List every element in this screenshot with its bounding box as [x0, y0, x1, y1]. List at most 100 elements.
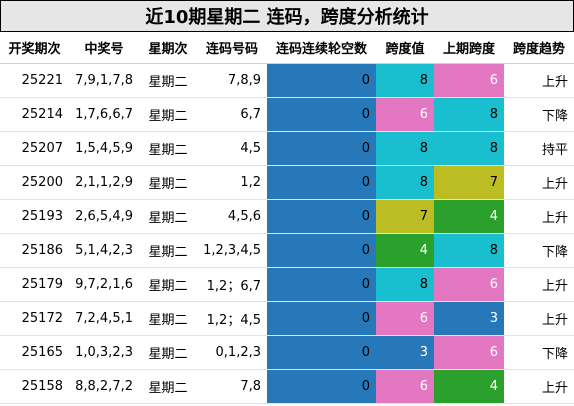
table-row: 25200 2,1,1,2,9 星期二 1,2 0 8 7 上升: [0, 165, 574, 200]
cell-gap: 0: [267, 369, 376, 404]
header-row: 开奖期次 中奖号 星期次 连码号码 连码连续轮空数 跨度值 上期跨度 跨度趋势: [0, 32, 574, 64]
cell-span: 3: [376, 335, 434, 370]
cell-numbers: 1,7,6,6,7: [69, 97, 139, 132]
cell-gap: 0: [267, 301, 376, 336]
cell-trend: 持平: [504, 131, 574, 166]
cell-span: 8: [376, 165, 434, 200]
cell-prev-span: 8: [434, 233, 504, 268]
table-row: 25214 1,7,6,6,7 星期二 6,7 0 6 8 下降: [0, 97, 574, 132]
cell-trend: 上升: [504, 165, 574, 200]
cell-span: 6: [376, 369, 434, 404]
cell-consec: 1,2: [197, 165, 267, 200]
cell-gap: 0: [267, 335, 376, 370]
cell-numbers: 7,9,1,7,8: [69, 63, 139, 98]
table-row: 25221 7,9,1,7,8 星期二 7,8,9 0 8 6 上升: [0, 63, 574, 98]
cell-prev-span: 4: [434, 199, 504, 234]
cell-numbers: 1,0,3,2,3: [69, 335, 139, 370]
cell-trend: 上升: [504, 267, 574, 302]
cell-trend: 上升: [504, 63, 574, 98]
cell-trend: 上升: [504, 369, 574, 404]
cell-trend: 上升: [504, 199, 574, 234]
cell-issue: 25200: [0, 165, 69, 200]
cell-prev-span: 6: [434, 267, 504, 302]
cell-gap: 0: [267, 63, 376, 98]
col-header-gap: 连码连续轮空数: [267, 32, 376, 64]
cell-weekday: 星期二: [139, 165, 197, 200]
table-row: 25172 7,2,4,5,1 星期二 1,2；4,5 0 6 3 上升: [0, 301, 574, 336]
table-row: 25165 1,0,3,2,3 星期二 0,1,2,3 0 3 6 下降: [0, 335, 574, 370]
cell-span: 8: [376, 131, 434, 166]
table-row: 25193 2,6,5,4,9 星期二 4,5,6 0 7 4 上升: [0, 199, 574, 234]
cell-prev-span: 6: [434, 335, 504, 370]
cell-numbers: 2,1,1,2,9: [69, 165, 139, 200]
table-row: 25158 8,8,2,7,2 星期二 7,8 0 6 4 上升: [0, 369, 574, 404]
cell-span: 7: [376, 199, 434, 234]
cell-weekday: 星期二: [139, 301, 197, 336]
col-header-issue: 开奖期次: [0, 32, 69, 64]
sheet-title: 近10期星期二 连码，跨度分析统计: [0, 0, 574, 32]
cell-consec: 1,2；6,7: [197, 267, 267, 302]
cell-consec: 6,7: [197, 97, 267, 132]
col-header-trend: 跨度趋势: [504, 32, 574, 64]
cell-issue: 25179: [0, 267, 69, 302]
cell-span: 8: [376, 63, 434, 98]
cell-numbers: 8,8,2,7,2: [69, 369, 139, 404]
cell-consec: 7,8,9: [197, 63, 267, 98]
cell-span: 4: [376, 233, 434, 268]
cell-prev-span: 8: [434, 131, 504, 166]
cell-span: 6: [376, 301, 434, 336]
cell-consec: 7,8: [197, 369, 267, 404]
cell-weekday: 星期二: [139, 131, 197, 166]
cell-weekday: 星期二: [139, 369, 197, 404]
stats-table: 开奖期次 中奖号 星期次 连码号码 连码连续轮空数 跨度值 上期跨度 跨度趋势 …: [0, 32, 574, 404]
cell-numbers: 2,6,5,4,9: [69, 199, 139, 234]
cell-gap: 0: [267, 199, 376, 234]
cell-weekday: 星期二: [139, 335, 197, 370]
col-header-numbers: 中奖号: [69, 32, 139, 64]
cell-consec: 4,5: [197, 131, 267, 166]
cell-prev-span: 4: [434, 369, 504, 404]
cell-span: 8: [376, 267, 434, 302]
cell-gap: 0: [267, 233, 376, 268]
cell-trend: 上升: [504, 301, 574, 336]
cell-trend: 下降: [504, 97, 574, 132]
cell-weekday: 星期二: [139, 63, 197, 98]
cell-weekday: 星期二: [139, 199, 197, 234]
cell-weekday: 星期二: [139, 267, 197, 302]
col-header-weekday: 星期次: [139, 32, 197, 64]
cell-trend: 下降: [504, 233, 574, 268]
cell-issue: 25207: [0, 131, 69, 166]
col-header-span: 跨度值: [376, 32, 434, 64]
cell-consec: 1,2；4,5: [197, 301, 267, 336]
cell-issue: 25165: [0, 335, 69, 370]
table-row: 25207 1,5,4,5,9 星期二 4,5 0 8 8 持平: [0, 131, 574, 166]
cell-gap: 0: [267, 97, 376, 132]
cell-numbers: 1,5,4,5,9: [69, 131, 139, 166]
col-header-consec: 连码号码: [197, 32, 267, 64]
col-header-prev-span: 上期跨度: [434, 32, 504, 64]
cell-weekday: 星期二: [139, 97, 197, 132]
cell-gap: 0: [267, 165, 376, 200]
cell-consec: 4,5,6: [197, 199, 267, 234]
cell-weekday: 星期二: [139, 233, 197, 268]
cell-numbers: 9,7,2,1,6: [69, 267, 139, 302]
cell-numbers: 7,2,4,5,1: [69, 301, 139, 336]
cell-prev-span: 3: [434, 301, 504, 336]
cell-span: 6: [376, 97, 434, 132]
cell-issue: 25158: [0, 369, 69, 404]
cell-prev-span: 7: [434, 165, 504, 200]
cell-issue: 25214: [0, 97, 69, 132]
table-row: 25186 5,1,4,2,3 星期二 1,2,3,4,5 0 4 8 下降: [0, 233, 574, 268]
cell-gap: 0: [267, 267, 376, 302]
cell-issue: 25172: [0, 301, 69, 336]
cell-trend: 下降: [504, 335, 574, 370]
table-row: 25179 9,7,2,1,6 星期二 1,2；6,7 0 8 6 上升: [0, 267, 574, 302]
cell-prev-span: 8: [434, 97, 504, 132]
cell-consec: 0,1,2,3: [197, 335, 267, 370]
cell-numbers: 5,1,4,2,3: [69, 233, 139, 268]
cell-issue: 25221: [0, 63, 69, 98]
cell-prev-span: 6: [434, 63, 504, 98]
cell-gap: 0: [267, 131, 376, 166]
cell-consec: 1,2,3,4,5: [197, 233, 267, 268]
